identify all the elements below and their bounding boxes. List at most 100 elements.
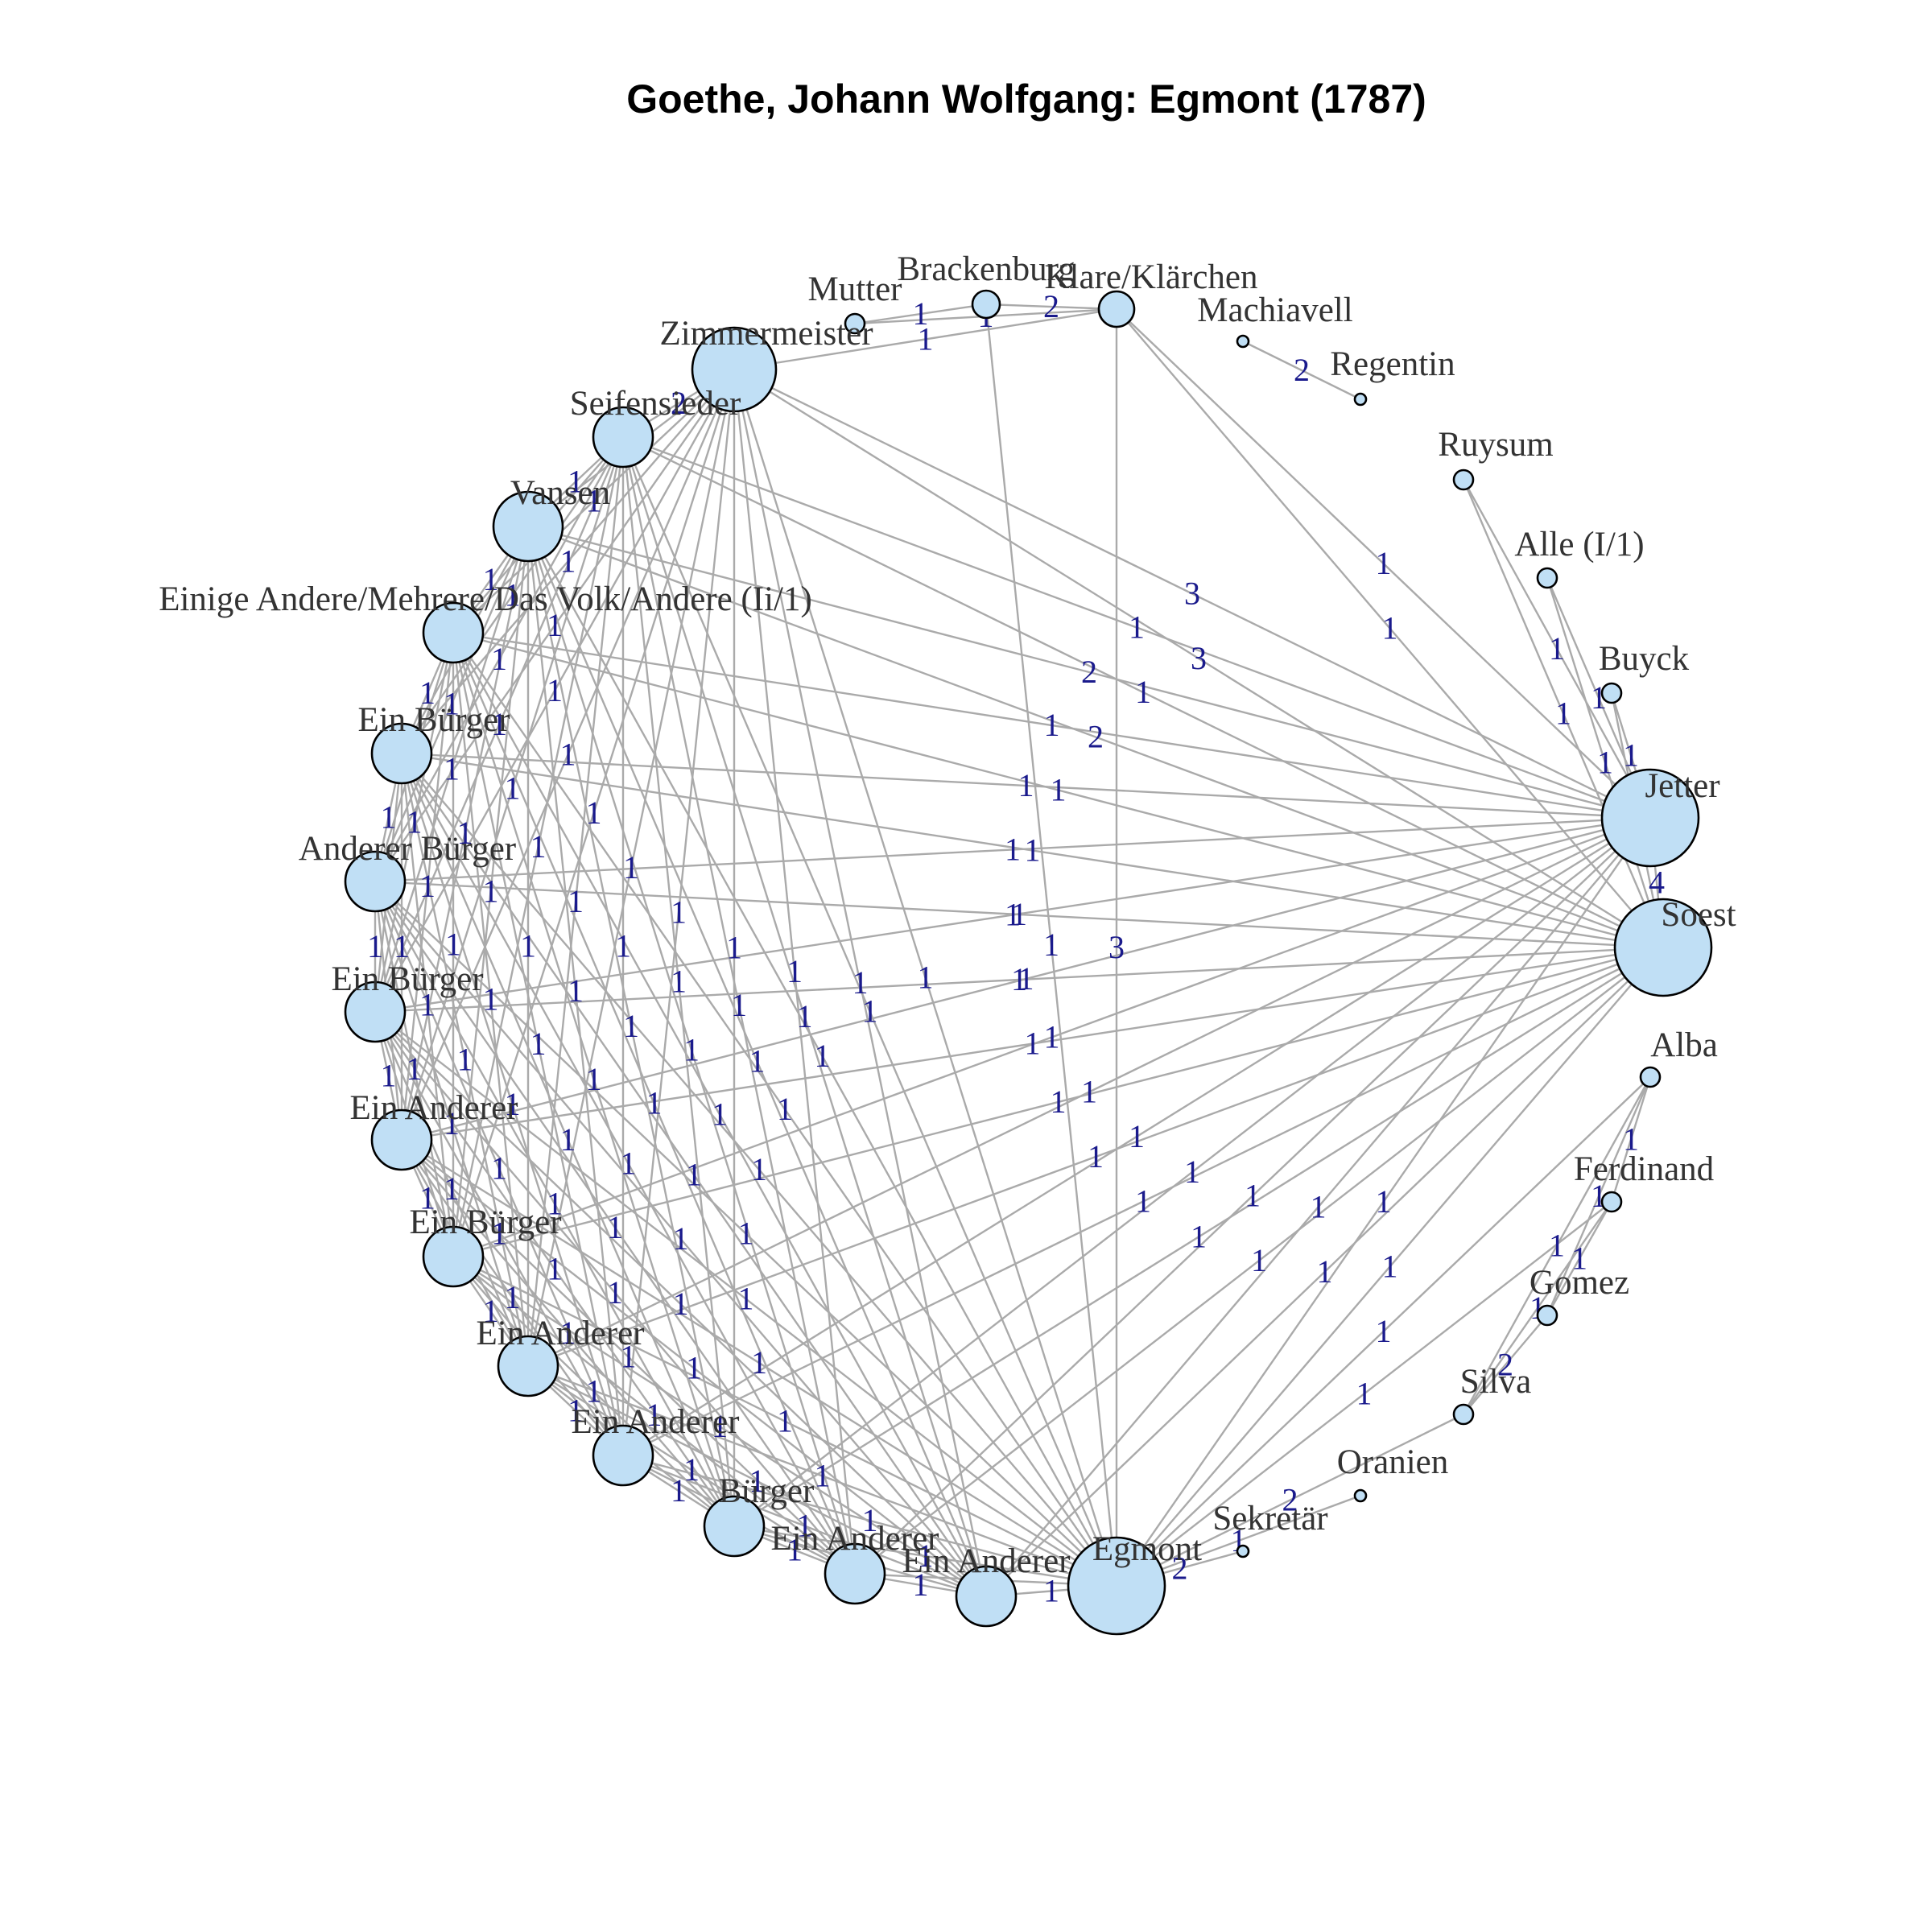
edge-vansen-egmont [526,526,1118,1587]
edge-zimmermeister-jetter [733,368,1651,819]
edge-weight-label: 3 [1184,576,1200,612]
node-brackenburg [971,289,1001,320]
edge-einige_andere-ein_anderer_4 [452,632,857,1575]
edge-weight-label: 1 [419,987,436,1023]
edges-layer [374,303,1665,1598]
node-ruysum [1452,469,1475,491]
node-machiavell [1236,334,1250,349]
edge-weight-label: 1 [1571,1241,1587,1277]
node-ein_anderer_1 [370,1108,433,1171]
edge-anderer_buerger-zimmermeister [374,369,735,882]
edge-weight-label: 2 [671,385,687,421]
edge-einige_andere-soest [452,631,1664,949]
edge-anderer_buerger-buerger [374,881,736,1527]
edge-weight-label: 2 [1081,654,1097,690]
edge-weight-label: 1 [491,1150,507,1187]
edge-ein_anderer_1-ein_anderer_5 [401,1139,987,1597]
edge-weight-label: 2 [1088,719,1104,755]
edge-weight-label: 1 [1129,1118,1145,1154]
node-label-anderer_buerger: Anderer Bürger [299,830,516,868]
edge-weight-label: 1 [530,1026,547,1062]
edge-weight-label: 1 [1011,896,1027,932]
node-label-ruysum: Ruysum [1438,426,1553,464]
edge-jetter-egmont [1116,817,1651,1587]
edge-weight-label: 1 [712,1408,728,1444]
edge-weight-label: 1 [407,804,423,840]
edge-weight-label: 1 [686,1350,702,1386]
edge-weight-label: 1 [815,1038,831,1074]
edge-weight-label: 1 [407,1051,423,1087]
node-label-silva: Silva [1460,1363,1531,1401]
edge-weight-label: 1 [751,1151,767,1187]
edge-weight-label: 1 [686,1157,702,1193]
edge-weight-label: 1 [913,1567,929,1603]
edge-weight-label: 1 [777,1403,793,1439]
edge-weight-label: 1 [623,1008,639,1044]
edge-weight-label: 1 [918,321,934,357]
edge-weight-label: 1 [586,483,602,519]
edge-weight-label: 1 [1376,545,1392,581]
node-label-vansen: Vansen [510,474,610,512]
edge-ein_anderer_3-vansen [526,526,625,1456]
edge-weight-label: 1 [491,641,507,677]
edge-ein_anderer_5-zimmermeister [733,369,988,1597]
edge-weight-label: 1 [1018,767,1034,803]
edge-anderer_buerger-egmont [374,881,1117,1587]
edge-ein_anderer_2-egmont [527,1364,1117,1587]
edge-ein_anderer_2-seifensieder [526,436,625,1367]
node-label-soest: Soest [1661,896,1736,934]
edge-einige_andere-ein_anderer_3 [452,632,625,1456]
edge-weight-label: 1 [1044,707,1060,743]
edge-weight-label: 1 [586,1373,602,1410]
edge-weight-label: 1 [786,953,803,989]
node-label-ein_buerger_2: Ein Bürger [331,960,483,998]
edge-ein_buerger_1-egmont [401,753,1117,1587]
edge-weight-label: 1 [483,873,499,910]
edge-zimmermeister-klare [733,308,1117,371]
node-sekretaer [1236,1544,1250,1558]
node-label-egmont: Egmont [1092,1530,1202,1568]
edge-ein_buerger_3-jetter [452,816,1651,1258]
edge-weight-label: 1 [547,1251,563,1287]
edge-alba-egmont [1116,1076,1651,1587]
node-label-brackenburg: Brackenburg [897,250,1075,288]
edge-ein_anderer_4-jetter [854,817,1651,1575]
edge-weight-label: 1 [683,1032,700,1068]
edge-weight-label: 1 [1376,1313,1392,1349]
edge-weight-label: 1 [1081,1074,1097,1110]
edge-weight-label: 1 [1018,960,1034,997]
edge-weight-label: 2 [1294,352,1310,388]
node-ein_anderer_3 [592,1424,654,1487]
node-ein_anderer_2 [497,1335,559,1397]
edge-mutter-brackenburg [854,303,987,325]
edge-weight-label: 1 [621,1146,637,1182]
node-label-ein_buerger_3: Ein Bürger [409,1203,561,1241]
edge-weight-label: 1 [862,1502,878,1538]
edge-weight-label: 1 [381,1058,397,1094]
node-gomez [1536,1304,1558,1327]
node-label-machiavell: Machiavell [1197,291,1352,329]
node-label-seifensieder: Seifensieder [570,385,741,423]
edge-zimmermeister-egmont [733,369,1118,1587]
edge-weight-label: 1 [1376,1183,1392,1220]
edge-weight-label: 1 [1549,630,1565,667]
edge-weight-label: 1 [646,1397,663,1433]
edge-weight-label: 1 [367,928,383,964]
edge-ein_buerger_1-seifensieder [401,436,624,754]
edge-vansen-jetter [527,525,1651,819]
edge-weight-label: 1 [607,1209,623,1245]
edge-weight-label: 1 [1025,1026,1041,1062]
node-label-mutter: Mutter [807,270,902,308]
edge-weight-label: 1 [547,672,563,708]
edge-ein_anderer_3-ein_anderer_5 [622,1454,987,1598]
edge-weight-label: 1 [394,928,410,964]
edge-ein_buerger_3-ein_anderer_5 [452,1255,987,1598]
edge-weight-label: 1 [1051,1084,1067,1120]
edge-weight-label: 1 [457,815,473,851]
edge-weight-label: 1 [483,561,499,597]
edge-weight-label: 1 [491,706,507,742]
node-label-ferdinand: Ferdinand [1574,1150,1714,1188]
edge-ferdinand-silva [1463,1201,1612,1415]
edge-ein_anderer_2-ein_anderer_4 [527,1364,856,1575]
